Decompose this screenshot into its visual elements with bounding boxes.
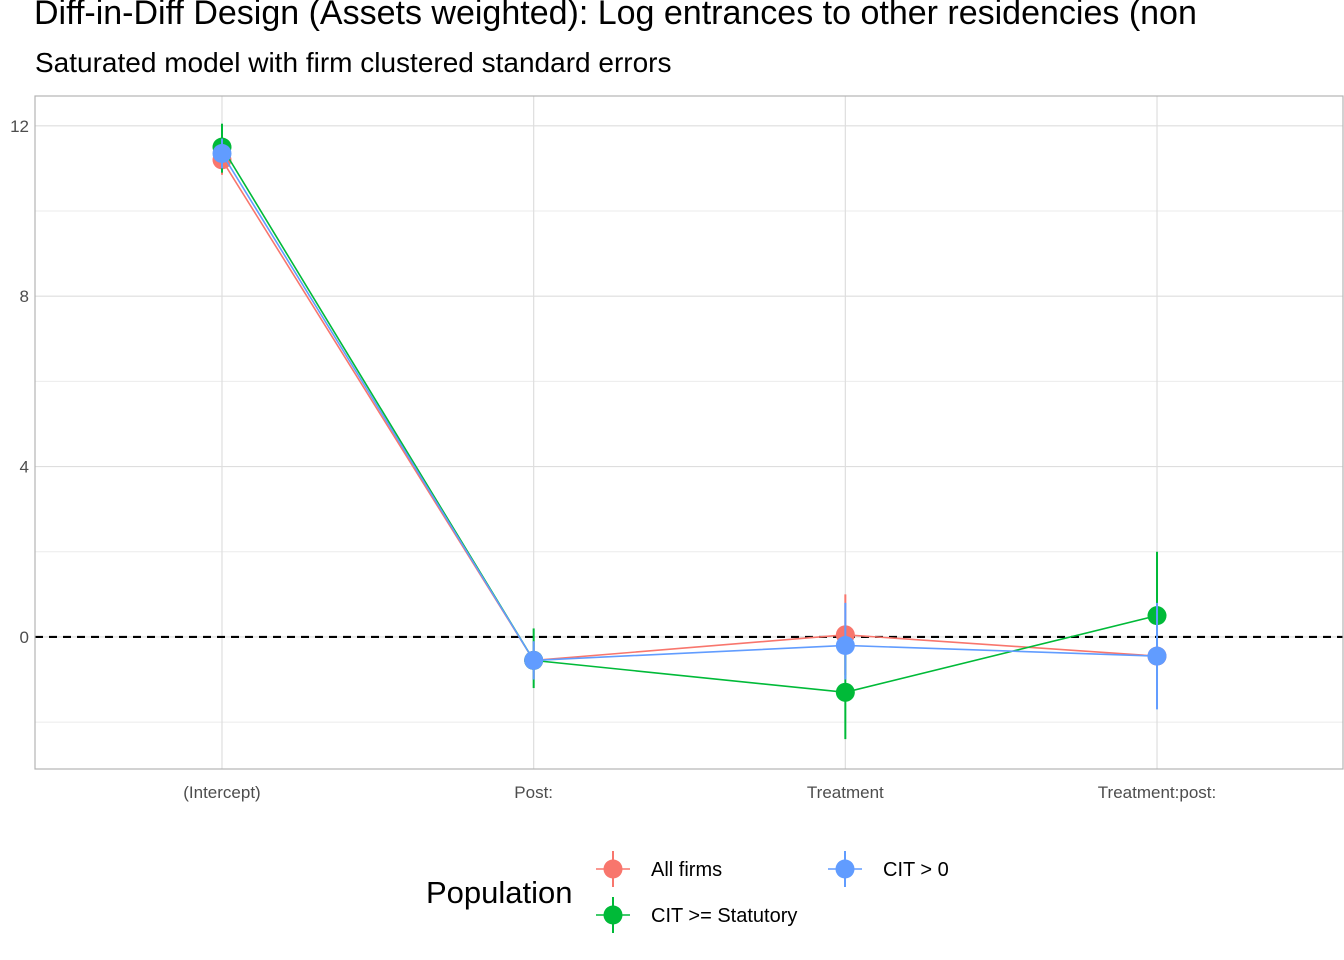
y-tick-label: 4 [20, 458, 29, 477]
y-tick-label: 0 [20, 628, 29, 647]
series-cit-0 [212, 138, 1167, 710]
legend-key-point [835, 859, 855, 879]
data-point [835, 682, 855, 702]
chart-title: Diff-in-Diff Design (Assets weighted): L… [34, 0, 1197, 32]
legend-item: All firms [596, 851, 722, 887]
legend-item: CIT >= Statutory [596, 897, 797, 933]
data-point [524, 650, 544, 670]
series-line [221, 153, 1158, 662]
data-point [835, 635, 855, 655]
axis-labels: 0 4 8 12 (Intercept) Post: Treatment Treatment:… [10, 117, 1216, 802]
chart-subtitle: Saturated model with firm clustered stan… [35, 47, 672, 78]
x-tick-label: Treatment [807, 783, 884, 802]
series-all-firms [212, 144, 1167, 680]
panel-border [34, 95, 1344, 770]
x-tick-label: Post: [514, 783, 553, 802]
legend-item: CIT > 0 [828, 851, 949, 887]
data-point [212, 144, 232, 164]
x-tick-label: Treatment:post: [1098, 783, 1216, 802]
legend-key-point [603, 905, 623, 925]
series-layer [212, 123, 1167, 740]
grid-layer [35, 96, 1343, 769]
x-tick-label: (Intercept) [183, 783, 260, 802]
y-tick-label: 12 [10, 117, 29, 136]
series-line [221, 159, 1158, 662]
legend-key-point [603, 859, 623, 879]
legend-label: CIT > 0 [883, 859, 949, 881]
y-tick-label: 8 [20, 287, 29, 306]
legend-title: Population [426, 875, 573, 910]
legend-label: CIT >= Statutory [651, 905, 797, 927]
series-line [221, 146, 1158, 694]
legend: Population All firms CIT >= Statutory CIT >… [426, 851, 949, 933]
data-point [1147, 646, 1167, 666]
legend-label: All firms [651, 859, 722, 881]
